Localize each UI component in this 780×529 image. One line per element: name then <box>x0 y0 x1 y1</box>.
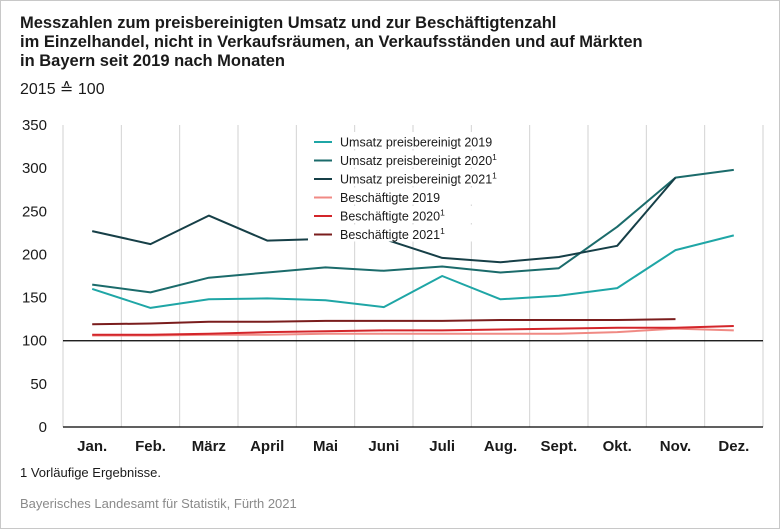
x-tick-label: Okt. <box>603 438 632 455</box>
legend-label: Umsatz preisbereinigt 20201 <box>340 152 497 168</box>
x-tick-label: Sept. <box>540 438 577 455</box>
line-chart: 0 50 100 150 200 250 300 350 Jan. Feb. März April Ma… <box>22 117 764 455</box>
y-tick-label: 300 <box>22 160 47 177</box>
x-tick-label: Mai <box>313 438 338 455</box>
x-tick-label: Juni <box>368 438 399 455</box>
x-tick-label: April <box>250 438 284 455</box>
x-tick-label: Feb. <box>135 438 166 455</box>
series-line <box>92 318 676 326</box>
title-line: im Einzelhandel, nicht in Verkaufsräumen… <box>20 33 643 51</box>
y-tick-label: 200 <box>22 246 47 263</box>
x-tick-label: Nov. <box>660 438 691 455</box>
x-tick-label: Aug. <box>484 438 517 455</box>
legend-label: Beschäftigte 20201 <box>340 208 445 224</box>
x-tick-label: Juli <box>429 438 455 455</box>
legend-background <box>308 169 528 186</box>
source-credit: Bayerisches Landesamt für Statistik, Für… <box>20 496 297 511</box>
footnote: 1 Vorläufige Ergebnisse. <box>20 465 161 480</box>
y-tick-label: 250 <box>22 203 47 220</box>
series-line <box>91 234 735 309</box>
legend-background <box>308 206 528 223</box>
y-tick-label: 150 <box>22 290 47 307</box>
chart-subtitle: 2015 ≙ 100 <box>20 81 105 98</box>
legend-background <box>308 187 528 205</box>
y-tick-label: 50 <box>30 376 47 393</box>
series-line <box>92 325 734 336</box>
title-line: in Bayern seit 2019 nach Monaten <box>20 52 286 70</box>
legend-label: Beschäftigte 20211 <box>340 226 445 242</box>
legend-background <box>308 224 528 242</box>
x-tick-label: Jan. <box>77 438 107 455</box>
chart-title: Messzahlen zum preisbereinigten Umsatz u… <box>20 14 770 71</box>
series-line <box>92 168 734 294</box>
x-tick-label: Dez. <box>718 438 749 455</box>
legend-label: Umsatz preisbereinigt 20211 <box>340 171 497 187</box>
legend-label: Beschäftigte 2019 <box>340 191 440 205</box>
y-tick-label: 0 <box>39 419 47 436</box>
y-tick-label: 100 <box>22 333 47 350</box>
y-tick-label: 350 <box>22 117 47 134</box>
legend-background <box>308 132 528 149</box>
title-line: Messzahlen zum preisbereinigten Umsatz u… <box>20 14 557 32</box>
x-tick-label: März <box>192 438 226 455</box>
legend-label: Umsatz preisbereinigt 2019 <box>340 136 492 150</box>
legend-background <box>308 150 528 168</box>
